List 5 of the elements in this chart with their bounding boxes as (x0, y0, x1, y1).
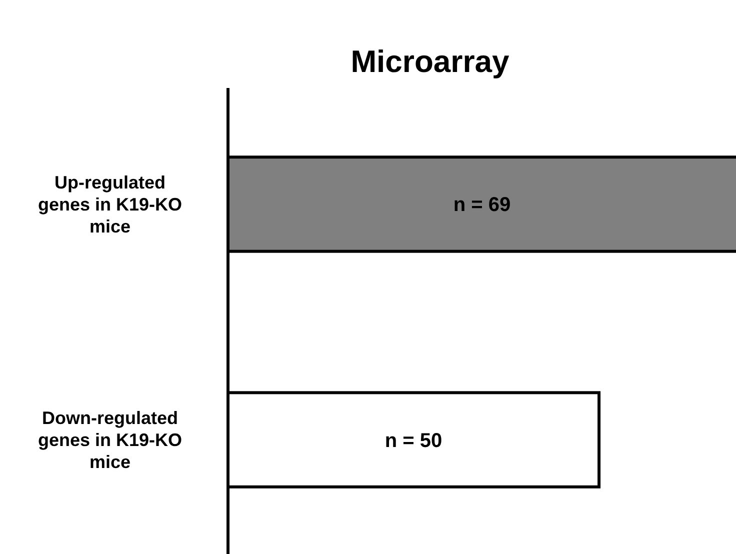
data-label: n = 50 (384, 430, 442, 452)
y-tick-label: Up-regulated genes in K19-KO mice (38, 172, 182, 237)
data-label: n = 69 (453, 194, 511, 216)
y-tick-label: Down-regulated genes in K19-KO mice (38, 408, 182, 472)
chart-title: Microarray (350, 44, 510, 79)
